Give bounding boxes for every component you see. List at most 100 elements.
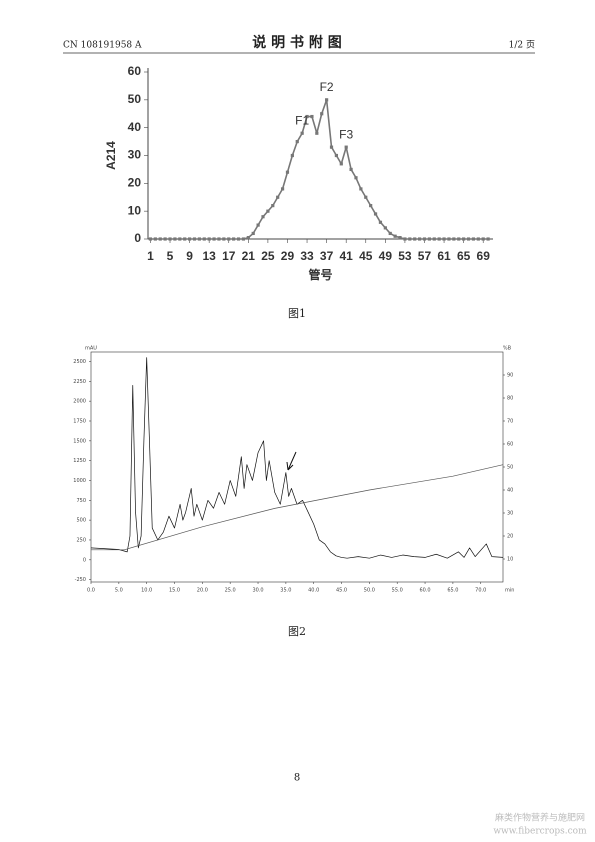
caption: 图1 (288, 307, 306, 320)
data-marker (481, 237, 485, 241)
y2-tick-label: 10 (507, 557, 513, 563)
data-line (90, 357, 504, 559)
page-number: 8 (294, 773, 300, 784)
data-marker (153, 237, 157, 241)
data-marker (222, 237, 226, 241)
data-marker (241, 237, 246, 241)
x-tick-label: 15.0 (169, 588, 180, 594)
data-marker (163, 237, 167, 241)
x-tick-label: 25 (261, 249, 275, 263)
data-marker (383, 226, 387, 230)
y2-tick-label: 90 (507, 373, 513, 379)
x-tick-label: 10.0 (141, 588, 152, 594)
data-marker (207, 237, 211, 241)
x-tick-label: 45 (359, 249, 373, 263)
y-tick-label: 0 (134, 231, 141, 245)
x-tick-label: 65.0 (447, 588, 458, 594)
data-marker (187, 237, 192, 241)
x-tick-label: 1 (147, 249, 154, 263)
x-tick-label: 69 (477, 249, 491, 263)
data-marker (344, 145, 348, 149)
x-tick-label: 49 (379, 249, 393, 263)
x-tick-label: 5.0 (115, 588, 123, 594)
x-tick-label: 45.0 (336, 588, 347, 594)
y-tick-label: 2250 (73, 379, 86, 385)
x-tick-label: 61 (437, 249, 451, 263)
y-axis-label: A214 (104, 141, 118, 170)
header-right: 1/2 页 (509, 40, 535, 51)
data-marker (447, 237, 451, 241)
data-marker (422, 237, 427, 241)
y2-tick-label: 50 (507, 465, 513, 471)
data-marker (364, 195, 368, 199)
data-marker (427, 237, 431, 241)
x-tick-label: 37 (320, 249, 334, 263)
x-tick-label: 17 (222, 249, 236, 263)
data-marker (408, 237, 412, 241)
data-marker (183, 237, 187, 241)
data-marker (354, 176, 358, 180)
y-tick-label: 500 (76, 518, 86, 524)
y2-tick-label: 60 (507, 442, 513, 448)
x-tick-label: 41 (340, 249, 354, 263)
y-tick-label: 0 (83, 557, 86, 563)
x-tick-label: 29 (281, 249, 295, 263)
data-marker (192, 237, 197, 241)
x-tick-label: 20.0 (197, 588, 208, 594)
data-marker (217, 237, 221, 241)
x-tick-label: 70.0 (475, 588, 486, 594)
data-line (91, 464, 504, 551)
figure-2: -250 0 250 500 750 1000 1250 1500 1750 2000 2250 25… (73, 346, 514, 594)
x-tick-label: 13 (202, 249, 216, 263)
y-tick-label: 30 (128, 148, 142, 162)
header-left: CN 108191958 A (63, 41, 142, 51)
data-marker (471, 237, 476, 241)
data-marker (315, 131, 319, 135)
annotation: F1 (295, 113, 309, 127)
data-marker (413, 237, 417, 241)
y-tick-label: 1500 (73, 438, 86, 444)
data-marker (373, 212, 378, 216)
y-tick-label: 250 (76, 537, 86, 543)
data-marker (466, 237, 471, 241)
y-tick-label: 1750 (73, 419, 86, 425)
x-tick-label: 53 (398, 249, 412, 263)
y2-tick-label: 30 (507, 511, 513, 517)
data-marker (202, 237, 206, 241)
y2-tick-label: 70 (507, 419, 513, 425)
data-marker (148, 237, 153, 241)
watermark: 麻类作物营养与施肥网 (495, 812, 585, 824)
x-tick-label: 21 (242, 249, 256, 263)
data-marker (227, 237, 231, 241)
data-marker (325, 98, 329, 102)
data-marker (305, 114, 309, 119)
data-marker (393, 234, 397, 238)
x-tick-label: 35.0 (280, 588, 291, 594)
data-marker (334, 153, 339, 158)
data-marker (295, 139, 299, 144)
y-tick-label: 750 (76, 498, 86, 504)
data-marker (442, 237, 446, 241)
y2-unit-label: %B (503, 346, 512, 352)
data-marker (403, 237, 407, 241)
data-marker (437, 237, 441, 241)
x-tick-label: 5 (167, 249, 174, 263)
data-marker (432, 237, 436, 241)
y2-tick-label: 20 (507, 534, 513, 540)
data-marker (246, 236, 250, 240)
y-tick-label: 1000 (73, 478, 86, 484)
y-tick-label: -250 (75, 577, 86, 583)
annotation: F2 (320, 80, 334, 94)
x-axis-label: 管号 (308, 267, 332, 282)
data-marker (398, 236, 402, 240)
x-tick-label: 50.0 (364, 588, 375, 594)
x-tick-label: 65 (457, 249, 471, 263)
data-marker (178, 237, 182, 241)
y-tick-label: 1250 (73, 458, 86, 464)
caption: 图2 (288, 625, 306, 638)
data-marker (339, 162, 343, 166)
x-tick-label: 0.0 (87, 588, 95, 594)
y2-tick-label: 80 (507, 396, 513, 402)
x-tick-label: 57 (418, 249, 432, 263)
